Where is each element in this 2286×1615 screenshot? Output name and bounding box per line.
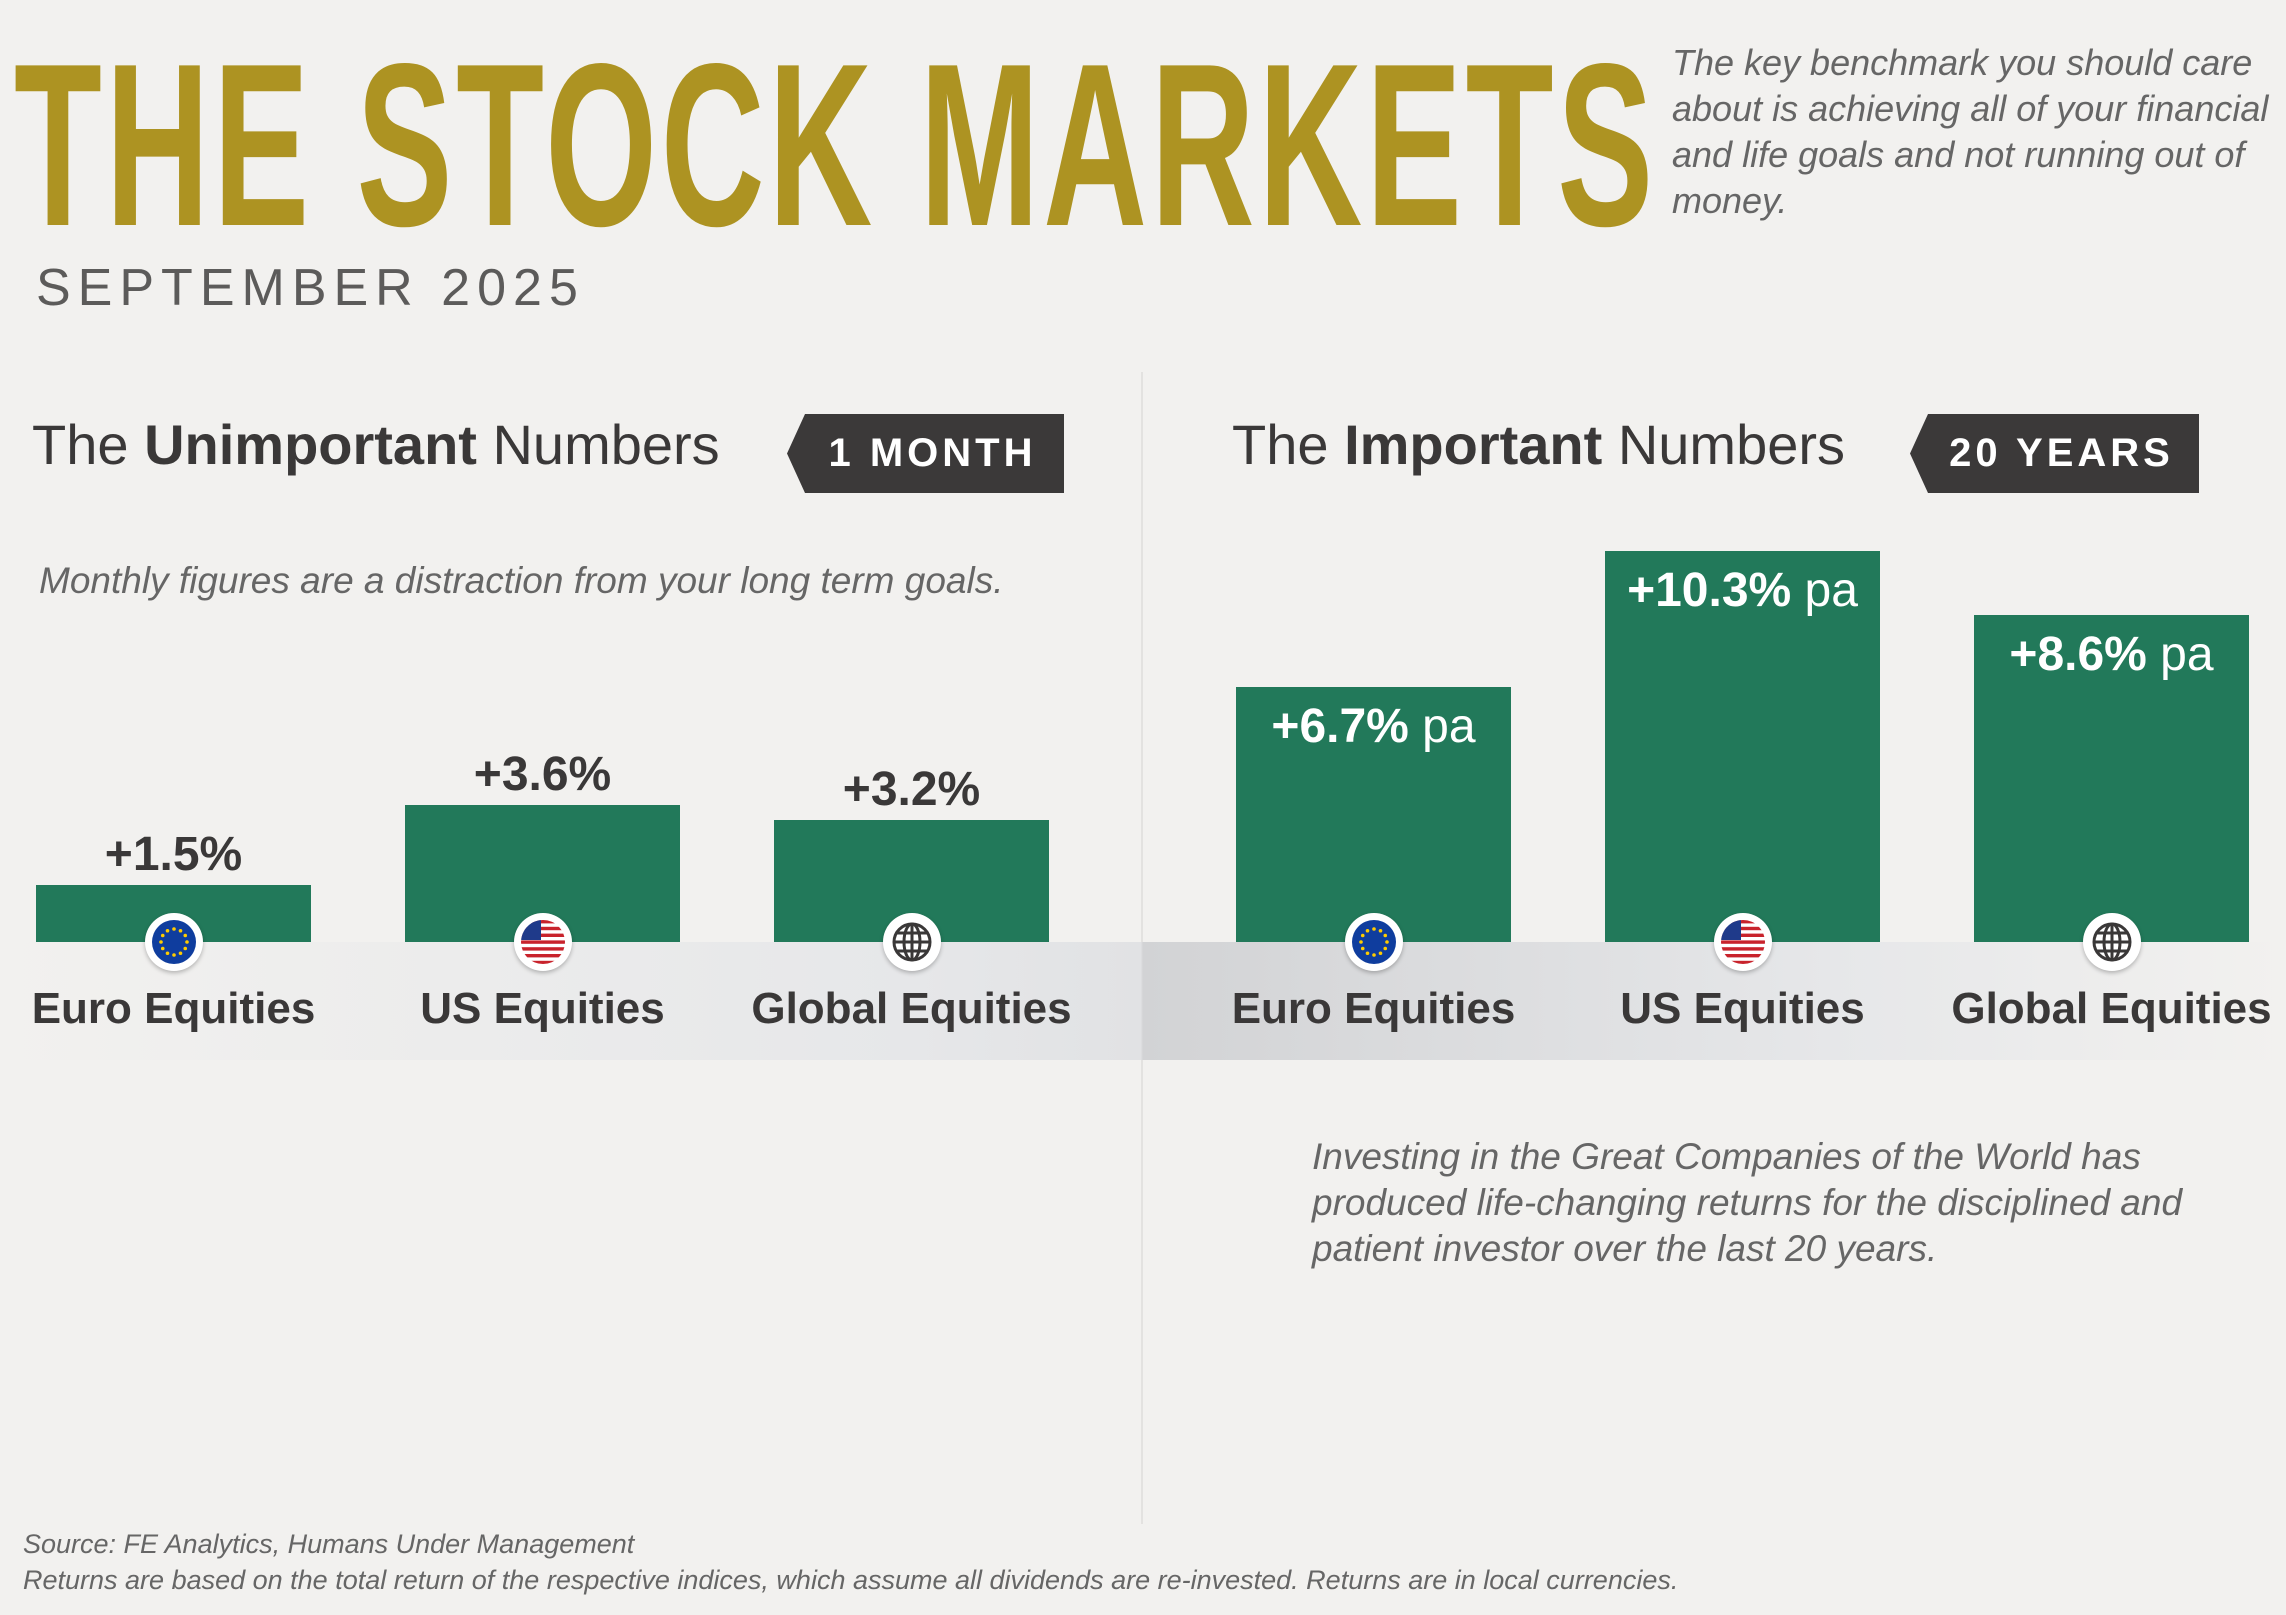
heading-post: Numbers	[1602, 413, 1846, 476]
category-label: US Equities	[420, 984, 665, 1033]
category-label: Global Equities	[751, 984, 1072, 1033]
category-label: Global Equities	[1951, 984, 2272, 1033]
bar-global-equities	[1974, 615, 2249, 942]
intro-text: The key benchmark you should care about …	[1672, 42, 2269, 221]
eu-flag-icon	[1344, 913, 1403, 971]
value-number: +10.3%	[1627, 563, 1792, 617]
heading-pre: The	[32, 413, 145, 476]
footer: Source: FE Analytics, Humans Under Manag…	[23, 1526, 1678, 1598]
left-note: Monthly figures are a distraction from y…	[39, 560, 1004, 601]
category-label: Euro Equities	[31, 984, 316, 1033]
value-number: +1.5%	[104, 828, 243, 881]
category-label: Euro Equities	[1231, 984, 1516, 1033]
eu-flag-icon	[144, 913, 203, 971]
right-note: Investing in the Great Companies of the …	[1312, 1136, 2183, 1269]
date-subtitle: SEPTEMBER 2025	[36, 259, 585, 317]
left-heading: The Unimportant Numbers	[32, 412, 720, 477]
period-badge-20-years: 20 YEARS	[1910, 414, 2199, 493]
disclaimer-text: Returns are based on the total return of…	[23, 1565, 1679, 1595]
value-unit: pa	[1408, 700, 1476, 754]
heading-bold: Important	[1344, 413, 1603, 476]
value-label: +10.3% pa	[1605, 563, 1880, 618]
bar-euro-equities	[1236, 687, 1511, 942]
category-band	[0, 942, 2286, 1060]
value-number: +8.6%	[2009, 628, 2147, 682]
value-label: +8.6% pa	[1974, 627, 2249, 682]
value-number: +3.2%	[842, 763, 981, 817]
page-title: THE STOCK MARKETS	[14, 16, 1657, 275]
value-label: +3.2%	[774, 762, 1049, 817]
bar-us-equities	[1605, 550, 1880, 942]
category-label: US Equities	[1620, 984, 1865, 1033]
globe-icon	[2082, 913, 2141, 971]
us-flag-icon	[1713, 913, 1772, 971]
value-label: +6.7% pa	[1236, 699, 1511, 754]
value-unit: pa	[1791, 563, 1858, 617]
heading-bold: Unimportant	[144, 413, 477, 476]
us-flag-icon	[513, 913, 572, 971]
right-heading: The Important Numbers	[1232, 412, 1845, 477]
source-text: Source: FE Analytics, Humans Under Manag…	[23, 1529, 635, 1559]
heading-post: Numbers	[476, 413, 720, 476]
value-unit: pa	[2146, 628, 2214, 682]
period-badge-1-month: 1 MONTH	[787, 414, 1064, 493]
value-label: +1.5%	[36, 827, 311, 882]
globe-icon	[882, 913, 941, 971]
heading-pre: The	[1232, 413, 1345, 476]
value-number: +3.6%	[473, 748, 612, 802]
value-number: +6.7%	[1271, 700, 1409, 754]
value-label: +3.6%	[405, 747, 680, 802]
